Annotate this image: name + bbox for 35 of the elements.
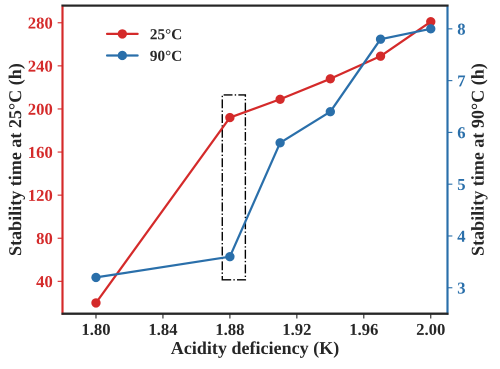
y2-tick-label: 8 — [458, 24, 466, 35]
x-axis-title: Acidity deficiency (K) — [170, 341, 338, 358]
legend-label: 90°C — [150, 50, 182, 61]
point — [275, 138, 285, 148]
y-tick-label: 120 — [29, 190, 52, 202]
y-tick-label: 240 — [28, 60, 52, 72]
x-tick-label: 2.00 — [416, 324, 445, 336]
y2-tick-label: 7 — [458, 75, 466, 86]
y2-axis-title: Stability time at 90°C (h) — [471, 64, 488, 256]
x-tick-label: 1.80 — [82, 324, 110, 336]
y2-tick-label: 6 — [458, 127, 466, 138]
y-axis-title: Stability time at 25°C (h) — [8, 64, 25, 256]
y-tick-label: 280 — [28, 17, 52, 29]
y2-tick-label: 4 — [457, 230, 466, 242]
point — [91, 298, 101, 308]
y2-tick-label: 3 — [458, 282, 465, 294]
point — [376, 34, 386, 44]
point — [225, 252, 235, 262]
y2-tick-label: 5 — [458, 179, 465, 190]
y-tick-label: 80 — [36, 232, 52, 244]
x-tick-label: 1.92 — [284, 324, 311, 336]
x-tick-label: 1.96 — [350, 324, 378, 336]
point — [91, 272, 101, 282]
point — [326, 107, 336, 116]
y-tick-label: 200 — [28, 104, 52, 115]
y-tick-label: 160 — [29, 146, 52, 158]
x-tick-label: 1.84 — [150, 324, 178, 336]
x-tick-label: 1.88 — [216, 324, 244, 336]
point — [426, 24, 436, 34]
point — [275, 94, 285, 104]
point — [225, 112, 235, 122]
legend-label: 25°C — [150, 29, 182, 40]
point — [376, 51, 386, 61]
point — [326, 74, 336, 84]
y-tick-label: 40 — [36, 276, 52, 288]
